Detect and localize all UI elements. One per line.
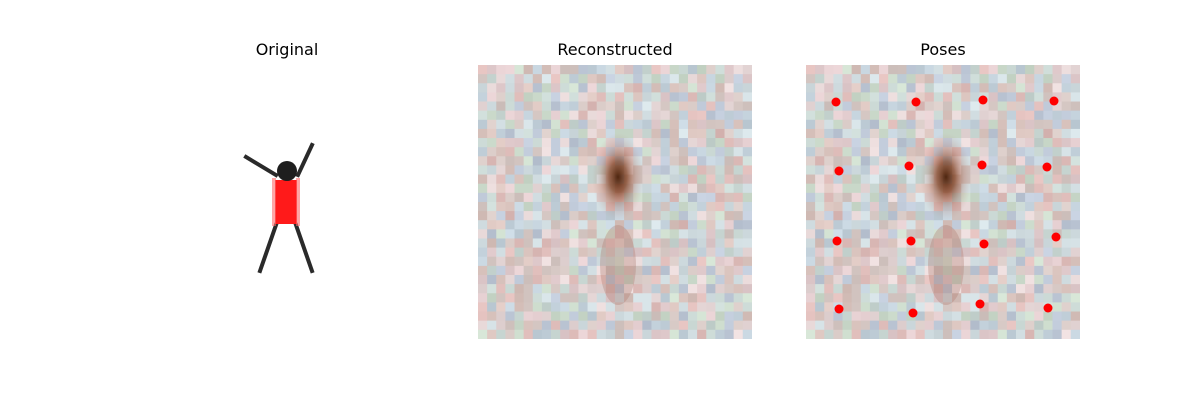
reconstruction-blob: [920, 133, 972, 221]
pose-marker: [834, 166, 844, 176]
pose-marker: [906, 236, 916, 246]
pose-marker: [832, 236, 842, 246]
poses-panel: Poses: [806, 40, 1080, 339]
figure-body: [275, 180, 297, 224]
pose-marker: [1051, 232, 1061, 242]
pose-marker: [908, 308, 918, 318]
original-panel: Original: [150, 40, 424, 339]
figure-head: [277, 161, 297, 181]
pose-marker: [1049, 96, 1059, 106]
reconstructed-image: [478, 65, 752, 339]
poses-title: Poses: [920, 40, 966, 59]
right-leg: [293, 222, 315, 274]
original-image: [243, 142, 315, 274]
reconstructed-title: Reconstructed: [557, 40, 673, 59]
pose-marker: [978, 95, 988, 105]
pose-marker: [977, 160, 987, 170]
pose-marker: [1043, 303, 1053, 313]
pose-marker: [904, 161, 914, 171]
original-title: Original: [255, 40, 319, 59]
pose-marker: [979, 239, 989, 249]
pose-marker: [975, 299, 985, 309]
left-arm: [243, 154, 279, 178]
poses-image: [806, 65, 1080, 339]
reconstruction-blob: [592, 133, 644, 221]
left-leg: [257, 222, 279, 274]
right-arm: [295, 142, 315, 178]
pose-marker: [831, 97, 841, 107]
reconstructed-panel: Reconstructed: [478, 40, 752, 339]
pose-marker: [1042, 162, 1052, 172]
stick-figure: [243, 142, 315, 274]
pose-marker: [911, 97, 921, 107]
pose-marker: [834, 304, 844, 314]
